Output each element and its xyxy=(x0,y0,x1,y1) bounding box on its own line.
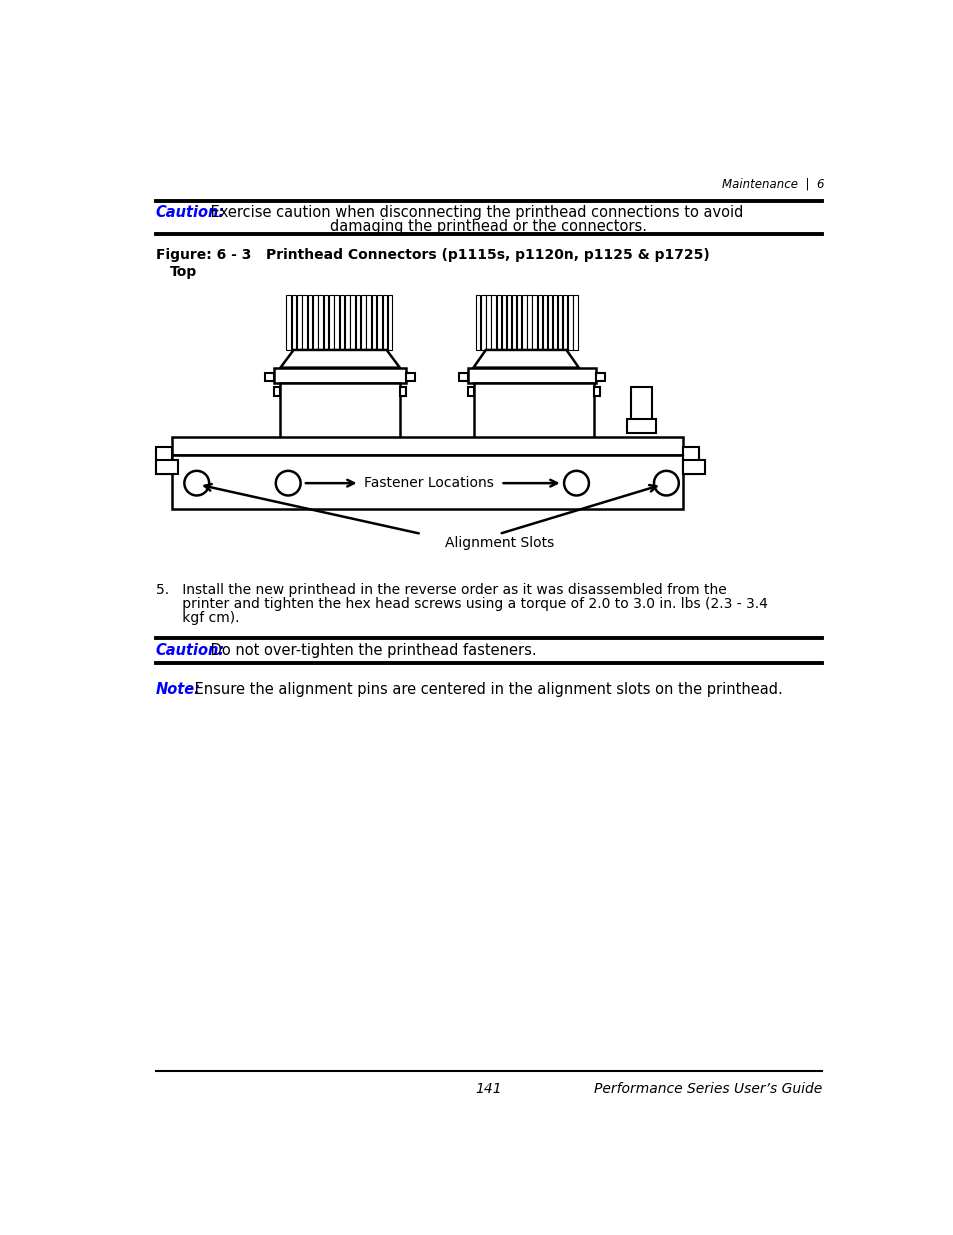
Bar xyxy=(274,368,406,383)
Bar xyxy=(527,294,531,350)
Text: Do not over-tighten the printhead fasteners.: Do not over-tighten the printhead fasten… xyxy=(206,643,537,658)
Bar xyxy=(596,373,604,380)
Bar xyxy=(682,447,699,474)
Bar xyxy=(468,368,596,383)
Text: Maintenance  |  6: Maintenance | 6 xyxy=(721,178,823,190)
Bar xyxy=(292,294,295,350)
Bar xyxy=(501,294,505,350)
Bar xyxy=(323,294,328,350)
Bar xyxy=(547,294,552,350)
Bar xyxy=(335,294,338,350)
Bar xyxy=(265,373,274,380)
Bar xyxy=(491,294,496,350)
Bar xyxy=(361,294,365,350)
Bar xyxy=(339,294,344,350)
Bar xyxy=(468,387,474,396)
Text: Caution:: Caution: xyxy=(155,643,225,658)
Bar xyxy=(517,294,521,350)
Bar xyxy=(558,294,561,350)
Bar xyxy=(355,294,360,350)
Bar xyxy=(280,383,399,445)
Bar xyxy=(296,294,301,350)
Bar xyxy=(630,387,652,427)
Bar xyxy=(318,294,322,350)
Text: Note:: Note: xyxy=(155,682,200,697)
Text: Top: Top xyxy=(170,266,196,279)
Text: Alignment Slots: Alignment Slots xyxy=(444,536,554,550)
Bar xyxy=(506,294,511,350)
Bar xyxy=(682,461,704,474)
Bar xyxy=(497,294,500,350)
Polygon shape xyxy=(280,350,399,368)
Bar xyxy=(458,373,468,380)
Bar xyxy=(568,294,572,350)
Bar xyxy=(593,387,599,396)
Bar xyxy=(156,461,178,474)
Bar xyxy=(532,294,537,350)
Bar xyxy=(399,387,406,396)
Polygon shape xyxy=(473,350,578,368)
Bar xyxy=(302,294,307,350)
Bar xyxy=(372,294,376,350)
Bar xyxy=(553,294,557,350)
Bar xyxy=(542,294,546,350)
Bar xyxy=(406,373,415,380)
Bar xyxy=(476,294,480,350)
Bar xyxy=(274,387,280,396)
Text: Fastener Locations: Fastener Locations xyxy=(364,477,494,490)
Bar xyxy=(388,294,392,350)
Text: 5.   Install the new printhead in the reverse order as it was disassembled from : 5. Install the new printhead in the reve… xyxy=(155,583,725,598)
Bar xyxy=(626,419,656,433)
Bar xyxy=(313,294,317,350)
Bar xyxy=(345,294,350,350)
Bar xyxy=(172,454,682,509)
Bar xyxy=(474,383,593,445)
Bar xyxy=(562,294,567,350)
Bar xyxy=(537,294,541,350)
Bar xyxy=(350,294,355,350)
Text: kgf cm).: kgf cm). xyxy=(155,611,239,625)
Bar xyxy=(573,294,578,350)
Bar xyxy=(156,447,172,474)
Text: Exercise caution when disconnecting the printhead connections to avoid: Exercise caution when disconnecting the … xyxy=(206,205,742,220)
Text: Figure: 6 - 3   Printhead Connectors (p1115s, p1120n, p1125 & p1725): Figure: 6 - 3 Printhead Connectors (p111… xyxy=(155,248,709,262)
Bar xyxy=(382,294,387,350)
Bar xyxy=(329,294,334,350)
Bar xyxy=(521,294,526,350)
Text: Caution:: Caution: xyxy=(155,205,225,220)
Text: printer and tighten the hex head screws using a torque of 2.0 to 3.0 in. lbs (2.: printer and tighten the hex head screws … xyxy=(155,597,767,611)
Text: Ensure the alignment pins are centered in the alignment slots on the printhead.: Ensure the alignment pins are centered i… xyxy=(190,682,781,697)
Bar xyxy=(366,294,371,350)
Text: Performance Series User’s Guide: Performance Series User’s Guide xyxy=(594,1082,821,1097)
Bar xyxy=(512,294,516,350)
Bar xyxy=(172,437,682,454)
Text: 141: 141 xyxy=(476,1082,501,1097)
Bar xyxy=(286,294,291,350)
Bar xyxy=(376,294,381,350)
Bar xyxy=(307,294,312,350)
Bar xyxy=(486,294,490,350)
Bar xyxy=(480,294,485,350)
Text: damaging the printhead or the connectors.: damaging the printhead or the connectors… xyxy=(330,219,647,235)
